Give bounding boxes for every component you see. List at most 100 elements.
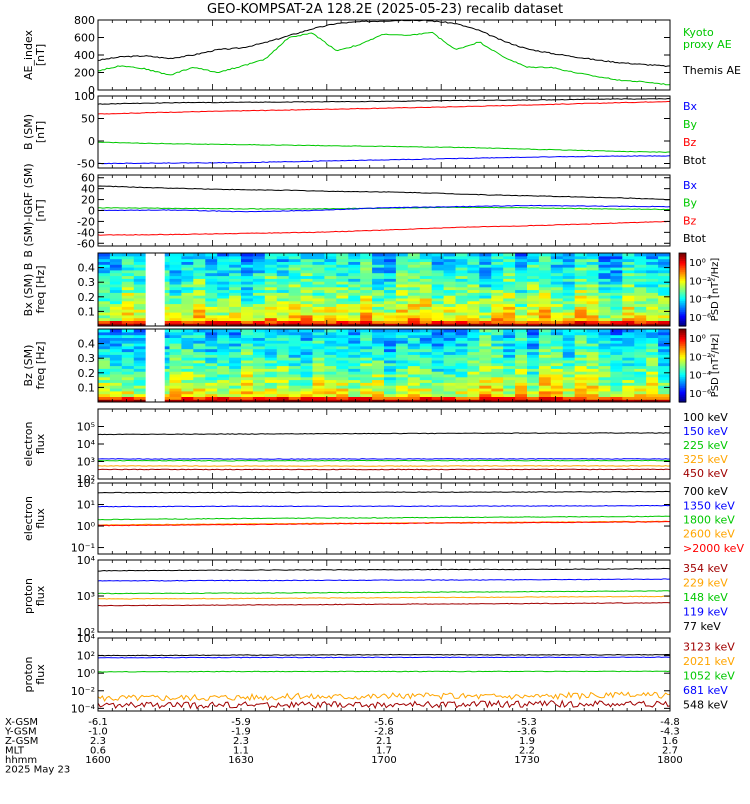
bzspec-cell <box>550 340 564 344</box>
bzspec-cell <box>538 376 552 381</box>
bzspec-cell <box>443 382 457 386</box>
colorbar-step <box>679 339 686 343</box>
bxspec-cell <box>169 258 182 262</box>
bzspec-cell <box>241 337 254 341</box>
bxspec-cell <box>419 283 433 288</box>
bxspec-cell <box>324 275 337 279</box>
bzspec-cell <box>610 382 623 386</box>
bzspec-cell <box>586 329 600 333</box>
bzspec-cell <box>336 345 349 350</box>
bxspec-cell <box>264 323 278 326</box>
bzspec-cell <box>455 393 468 397</box>
bxspec-cell <box>467 292 480 296</box>
bxspec-cell <box>109 297 123 302</box>
bzspec-cell <box>229 354 242 358</box>
bzspec-cell <box>503 362 516 367</box>
bxspec-cell <box>586 297 600 302</box>
bxspec-cell <box>658 303 670 307</box>
bxspec-cell <box>276 258 290 262</box>
bzspec-cell <box>586 331 600 336</box>
bzspec-cell <box>133 334 147 338</box>
bzspec-cell <box>431 390 445 395</box>
bxspec-cell <box>193 253 206 257</box>
bzspec-cell <box>109 359 123 364</box>
bxspec-cell <box>419 295 433 299</box>
bzspec-cell <box>491 399 504 402</box>
bzspec-cell <box>372 329 385 333</box>
bxspec-cell <box>562 281 576 285</box>
bzspec-cell <box>479 368 492 372</box>
bxspec-cell <box>431 309 445 313</box>
bzspec-cell <box>455 343 468 347</box>
bzspec-cell <box>503 331 516 336</box>
bxspec-cell <box>288 314 302 319</box>
bzspec-cell <box>241 379 254 383</box>
bzspec-cell <box>491 388 504 392</box>
colorbar-step <box>679 263 686 267</box>
bzspec-cell <box>407 340 421 344</box>
bzspec-cell <box>598 334 611 338</box>
bzspec-cell <box>586 376 600 381</box>
y-tick-label: 0.3 <box>78 352 96 365</box>
bzspec-cell <box>276 388 290 392</box>
bzspec-cell <box>407 354 421 358</box>
bxspec-cell <box>300 275 314 279</box>
bzspec-cell <box>538 382 552 386</box>
bxspec-cell <box>121 289 135 293</box>
bxspec-cell <box>550 292 564 296</box>
bzspec-cell <box>360 388 373 392</box>
bxspec-cell <box>515 320 528 324</box>
bzspec-cell <box>384 373 397 378</box>
bxspec-cell <box>610 269 623 274</box>
bxspec-cell <box>98 317 111 321</box>
bzspec-cell <box>324 329 337 333</box>
bzspec-cell <box>360 359 373 364</box>
bzspec-cell <box>443 359 457 364</box>
bzspec-cell <box>229 357 242 361</box>
bxspec-cell <box>515 283 528 288</box>
bxspec-cell <box>276 303 290 307</box>
bxspec-cell <box>169 255 182 260</box>
y-tick-label: -20 <box>77 215 95 228</box>
bzspec-cell <box>324 343 337 347</box>
bxspec-cell <box>455 314 468 319</box>
bxspec-cell <box>348 281 361 285</box>
bzspec-cell <box>181 340 194 344</box>
bxspec-cell <box>217 258 230 262</box>
bxspec-cell <box>229 278 242 282</box>
bzspec-cell <box>527 340 540 344</box>
bzspec-cell <box>550 334 564 338</box>
bxspec-cell <box>622 286 635 291</box>
bxspec-cell <box>109 312 123 316</box>
bzspec-cell <box>503 337 516 341</box>
bxspec-cell <box>395 278 409 282</box>
bzspec-cell <box>264 388 278 392</box>
bxspec-cell <box>479 300 492 305</box>
bzspec-cell <box>181 348 194 353</box>
bxspec-cell <box>658 323 670 326</box>
bzspec-cell <box>586 348 600 353</box>
bxspec-cell <box>276 255 290 260</box>
bzspec-cell <box>241 348 254 353</box>
bxspec-cell <box>324 320 337 324</box>
bzspec-cell <box>276 343 290 347</box>
bxspec-cell <box>634 320 647 324</box>
bxspec-cell <box>348 258 361 262</box>
bzspec-cell <box>252 329 266 333</box>
bxspec-cell <box>324 323 337 326</box>
bxspec-cell <box>515 317 528 321</box>
bzspec-cell <box>109 379 123 383</box>
bxspec-cell <box>324 278 337 282</box>
bzspec-cell <box>312 331 325 336</box>
bzspec-cell <box>133 343 147 347</box>
bxspec-cell <box>252 258 266 262</box>
bzspec-cell <box>109 373 123 378</box>
bxspec-cell <box>550 264 564 268</box>
bxspec-cell <box>324 312 337 316</box>
bxspec-cell <box>360 320 373 324</box>
bxspec-cell <box>419 323 433 326</box>
bxspec-cell <box>288 292 302 296</box>
bzspec-cell <box>610 351 623 355</box>
bzspec-cell <box>181 334 194 338</box>
